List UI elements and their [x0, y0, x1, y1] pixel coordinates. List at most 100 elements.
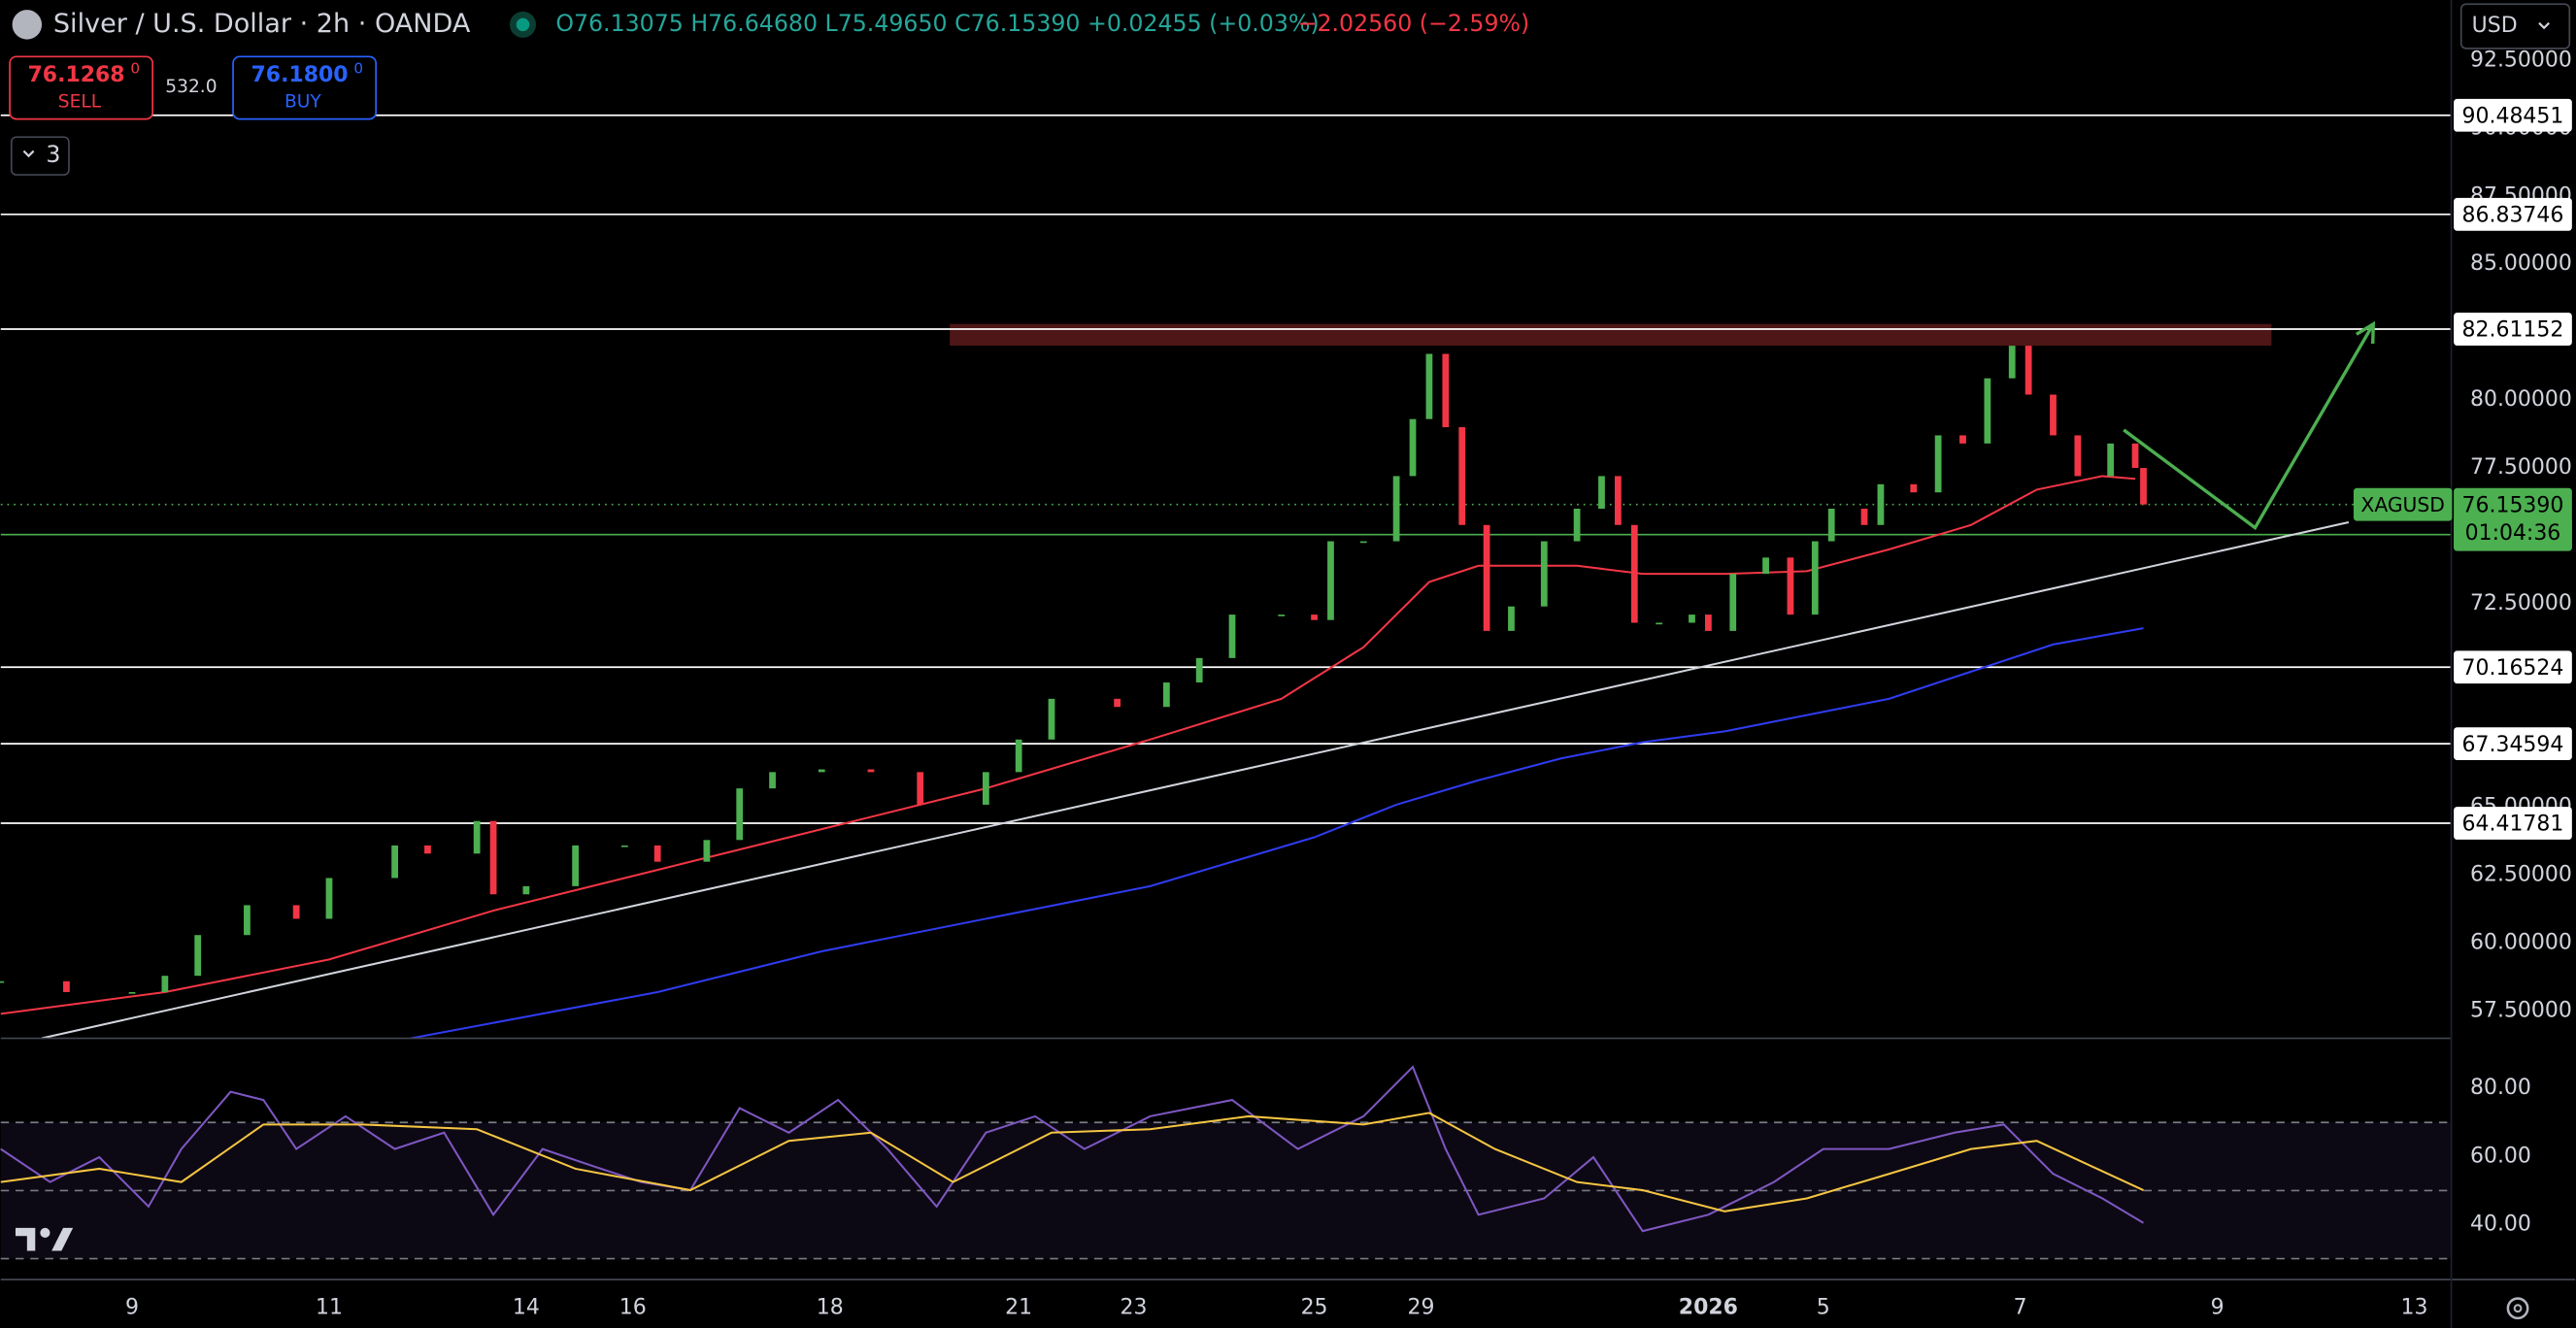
candle [522, 885, 530, 895]
candle [391, 845, 398, 879]
candle [1787, 557, 1794, 615]
candle [572, 845, 579, 886]
candle [867, 769, 875, 773]
candle [1959, 435, 1966, 444]
x-tick-label: 21 [1005, 1296, 1032, 1320]
y-tick-label: 80.00000 [2470, 387, 2572, 412]
countdown: 01:04:36 [2465, 521, 2561, 546]
candle [1934, 435, 1942, 493]
x-tick-label: 2026 [1679, 1296, 1738, 1320]
currency-box[interactable] [2459, 3, 2571, 50]
sell-box[interactable] [9, 55, 154, 120]
buy-box[interactable] [232, 55, 378, 120]
chevron[interactable] [2538, 21, 2550, 30]
candle [818, 769, 825, 773]
candle [1327, 541, 1334, 620]
toggle-box[interactable] [10, 136, 70, 176]
candle [1573, 508, 1581, 542]
daily-change: −2.02560 (−2.59%) [1298, 10, 1530, 37]
candle [2107, 443, 2115, 477]
indicators-toggle[interactable]: 3 [10, 136, 70, 176]
y-tick-label: 80.00 [2470, 1076, 2531, 1100]
candle [1762, 557, 1769, 575]
x-tick-label: 9 [2211, 1296, 2225, 1320]
candle [63, 980, 70, 992]
candle [1508, 606, 1515, 631]
ohlc-values: O76.13075 H76.64680 L75.49650 C76.15390 … [555, 10, 1319, 37]
currency[interactable]: USD [2472, 14, 2518, 38]
sell-label[interactable]: SELL [58, 91, 102, 112]
candle [2024, 346, 2032, 395]
buy-label[interactable]: BUY [284, 91, 321, 112]
level-label: 82.61152 [2462, 318, 2564, 343]
candle [620, 845, 628, 847]
candle [1409, 418, 1417, 477]
candle [128, 991, 136, 994]
gear[interactable] [2506, 1297, 2529, 1320]
indicator-line [0, 1065, 2145, 1233]
candle [194, 935, 202, 977]
candle [2050, 394, 2057, 436]
candle [1705, 614, 1712, 631]
x-tick-label: 18 [817, 1296, 844, 1320]
candle [2008, 346, 2016, 379]
candle [1278, 614, 1286, 616]
level-label-box [2454, 313, 2572, 346]
logo [15, 1227, 74, 1251]
candle [917, 772, 924, 805]
x-tick-label: 9 [125, 1296, 139, 1320]
candle [653, 845, 661, 862]
candle [473, 820, 481, 854]
price-pane [0, 114, 2451, 1040]
market-status [509, 11, 537, 38]
rsi-pane [0, 1065, 2451, 1260]
toggle-count[interactable]: 3 [46, 141, 60, 168]
sell-price[interactable]: 76.1268 [28, 63, 125, 87]
settings-button[interactable] [2506, 1297, 2529, 1320]
candle [1984, 378, 1991, 444]
candle [736, 788, 744, 841]
candle [1910, 483, 1918, 493]
candle [325, 878, 333, 919]
candle [1729, 574, 1737, 631]
y-tick-label: 60.00000 [2470, 931, 2572, 955]
candle [1811, 541, 1819, 615]
candle [1048, 698, 1055, 740]
candle [1195, 657, 1203, 683]
y-tick-label: 92.50000 [2470, 48, 2572, 72]
rsi-band-fill [0, 1122, 2451, 1259]
candle [489, 820, 497, 895]
x-tick-label: 14 [513, 1296, 540, 1320]
sell-button[interactable]: 76.1268 0 SELL [9, 55, 154, 120]
gear-center[interactable] [2513, 1304, 2523, 1313]
logo-part [40, 1227, 50, 1238]
y-tick-label: 40.00 [2470, 1212, 2531, 1236]
candle [1540, 541, 1548, 607]
candle [1114, 698, 1121, 708]
candle [292, 905, 300, 919]
candle [769, 772, 776, 789]
x-tick-label: 5 [1817, 1296, 1830, 1320]
sell-pip[interactable]: 0 [130, 60, 140, 78]
buy-button[interactable]: 76.1800 0 BUY [232, 55, 378, 120]
level-label: 70.16524 [2462, 656, 2564, 681]
symbol-icon [12, 10, 43, 40]
logo-part [51, 1227, 74, 1251]
candle [1458, 427, 1466, 525]
candle [1015, 739, 1022, 773]
candle [703, 840, 711, 862]
logo-part [15, 1227, 36, 1251]
candle [1656, 622, 1663, 625]
chevron[interactable] [22, 149, 35, 158]
buy-pip[interactable]: 0 [353, 60, 363, 78]
candle [1860, 508, 1868, 525]
x-tick-label: 23 [1121, 1296, 1148, 1320]
last-price-label: 76.15390 [2462, 493, 2564, 517]
axes: 57.5000060.0000062.5000065.0000067.50000… [125, 48, 2572, 1320]
y-tick-label: 62.50000 [2470, 863, 2572, 887]
symbol-title: Silver / U.S. Dollar · 2h · OANDA [53, 9, 471, 39]
buy-price[interactable]: 76.1800 [251, 63, 349, 87]
currency-select[interactable]: USD [2459, 3, 2571, 50]
candle [1442, 353, 1450, 428]
